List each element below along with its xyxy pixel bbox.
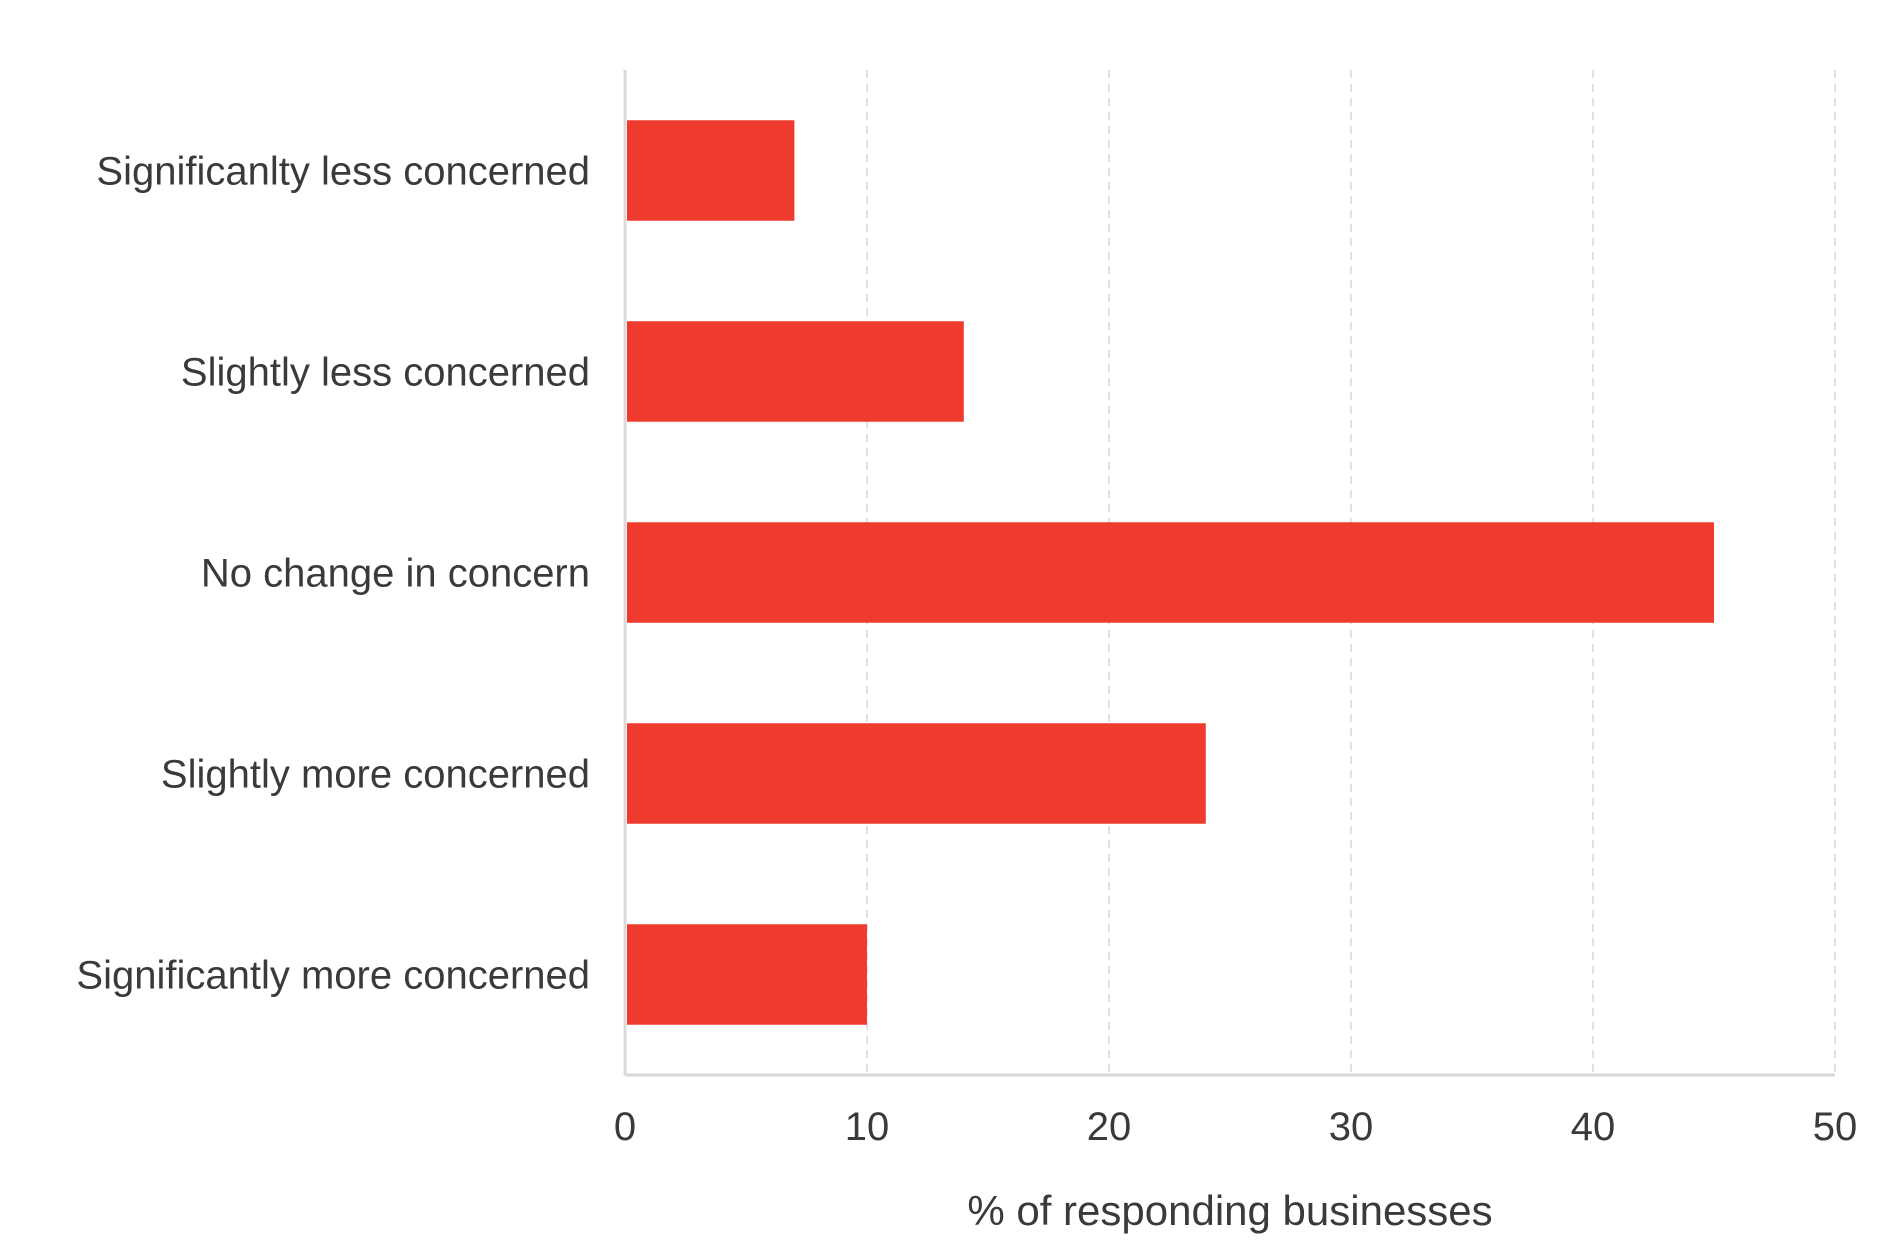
bar: [627, 522, 1714, 623]
x-tick-label: 20: [1087, 1105, 1132, 1149]
bar: [627, 723, 1206, 824]
x-axis-title: % of responding businesses: [967, 1187, 1492, 1234]
category-label: Significanlty less concerned: [96, 150, 590, 194]
bars: [627, 120, 1714, 1025]
x-tick-label: 30: [1329, 1105, 1374, 1149]
category-labels: Significanlty less concerned Slightly les…: [76, 150, 590, 998]
bar: [627, 120, 795, 221]
x-tick-label: 40: [1571, 1105, 1616, 1149]
category-label: Significantly more concerned: [76, 954, 590, 998]
x-tick-label: 50: [1813, 1105, 1858, 1149]
category-label: No change in concern: [201, 552, 590, 596]
category-label: Slightly more concerned: [161, 753, 590, 797]
bar: [627, 321, 964, 422]
bar: [627, 924, 867, 1025]
x-tick-label: 10: [845, 1105, 890, 1149]
axes: [623, 70, 1835, 1077]
x-tick-label: 0: [614, 1105, 636, 1149]
category-label: Slightly less concerned: [181, 351, 590, 395]
x-tick-labels: 0 10 20 30 40 50: [614, 1105, 1857, 1149]
